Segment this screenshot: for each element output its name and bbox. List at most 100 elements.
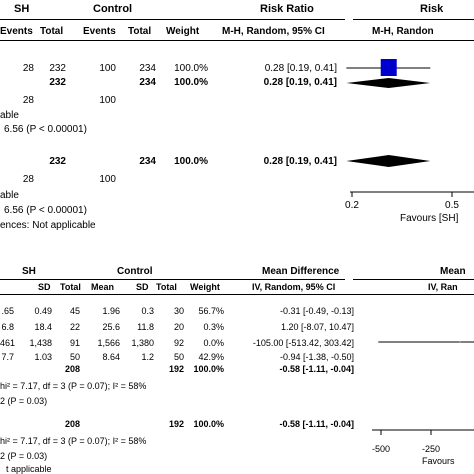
md-measure-title: Mean Difference xyxy=(262,266,340,277)
md-study-weight: 0.0% xyxy=(203,338,224,348)
md-study-sd-sh: 18.4 xyxy=(34,322,52,332)
md-study-sd-sh: 1.03 xyxy=(34,352,52,362)
md-column-divider xyxy=(0,294,474,295)
rr-total-events-sh: 28 xyxy=(22,174,34,185)
md-study-weight: 42.9% xyxy=(198,352,224,362)
md-study-sd-sh: 1,438 xyxy=(29,338,52,348)
md-study-mean-sh: 461 xyxy=(0,338,16,348)
rr-total-overall-effect: 6.56 (P < 0.00001) xyxy=(4,205,87,216)
rr-col-method: M-H, Random, 95% CI xyxy=(222,26,325,37)
md-total-ci: -0.58 [-1.11, -0.04] xyxy=(279,419,354,429)
rr-col-total-ctrl: Total xyxy=(128,26,152,37)
rr-favours-left: Favours [SH] xyxy=(400,213,459,224)
rr-group-control: Control xyxy=(93,3,133,15)
rr-header-divider xyxy=(0,19,345,20)
rr-axis-tick-label: 0.2 xyxy=(345,200,359,211)
md-study-square xyxy=(459,341,461,343)
md-subgroup-differences: t applicable xyxy=(6,464,52,474)
rr-col-events-sh: Events xyxy=(0,26,33,37)
md-total-total-sh: 208 xyxy=(64,419,80,429)
rr-study-square xyxy=(380,59,397,76)
rr-subtotal-ci: 0.28 [0.19, 0.41] xyxy=(263,77,337,88)
md-col-sd-sh: SD xyxy=(38,282,51,292)
rr-subtotal-diamond xyxy=(346,78,431,88)
rr-header-divider-right xyxy=(353,19,474,20)
rr-study-ci: 0.28 [0.19, 0.41] xyxy=(264,63,337,74)
md-axis-tick-label: -500 xyxy=(371,444,390,454)
rr-total-events-ctrl: 100 xyxy=(99,174,116,185)
rr-total-weight: 100.0% xyxy=(174,156,208,167)
md-study-sd-ctrl: 1.2 xyxy=(141,352,154,362)
rr-study-events-sh: 28 xyxy=(22,63,34,74)
md-col-method-right: IV, Ran xyxy=(428,282,458,292)
md-measure-title-right: Mean xyxy=(440,266,466,277)
rr-group-sh: SH xyxy=(14,3,30,15)
rr-col-events-ctrl: Events xyxy=(83,26,116,37)
rr-subtotal-total-sh: 232 xyxy=(49,77,66,88)
md-study-mean-sh: 7.7 xyxy=(1,352,14,362)
md-group-control: Control xyxy=(117,266,153,277)
md-axis-tick-label: -250 xyxy=(421,444,440,454)
md-study-weight: 0.3% xyxy=(203,322,224,332)
rr-overall-effect: 6.56 (P < 0.00001) xyxy=(4,124,87,135)
md-col-total-sh: Total xyxy=(60,282,81,292)
md-header-divider-right xyxy=(353,279,474,280)
md-study-sd-ctrl: 11.8 xyxy=(137,322,154,332)
md-study-mean-sh: .65 xyxy=(1,306,14,316)
md-overall-effect: 2 (P = 0.03) xyxy=(0,396,48,406)
rr-total-total-ctrl: 234 xyxy=(139,156,156,167)
md-subtotal-total-sh: 208 xyxy=(64,364,80,374)
md-study-total-ctrl: 20 xyxy=(173,322,184,332)
md-header-divider xyxy=(0,279,345,280)
md-subtotal-weight: 100.0% xyxy=(193,364,224,374)
md-col-total-ctrl: Total xyxy=(156,282,177,292)
md-study-total-ctrl: 50 xyxy=(173,352,184,362)
rr-subtotal-events-ctrl: 100 xyxy=(99,95,116,106)
md-col-method: IV, Random, 95% CI xyxy=(252,282,336,292)
md-total-total-ctrl: 192 xyxy=(168,419,184,429)
md-study-mean-ctrl: 8.64 xyxy=(102,352,120,362)
rr-study-total-ctrl: 234 xyxy=(139,63,156,74)
md-col-sd-ctrl: SD xyxy=(136,282,149,292)
md-total-weight: 100.0% xyxy=(193,419,224,429)
md-study-ci: -0.94 [-1.38, -0.50] xyxy=(279,352,354,362)
md-favours-left: Favours xyxy=(422,456,455,466)
md-col-weight: Weight xyxy=(190,282,220,292)
md-study-mean-ctrl: 1,566 xyxy=(97,338,120,348)
rr-total-diamond xyxy=(346,155,431,167)
md-study-sd-ctrl: 1,380 xyxy=(131,338,154,348)
md-study-weight: 56.7% xyxy=(198,306,224,316)
rr-subtotal-total-ctrl: 234 xyxy=(139,77,156,88)
md-study-total-ctrl: 30 xyxy=(173,306,184,316)
md-study-total-sh: 91 xyxy=(69,338,80,348)
rr-measure-title-right: Risk xyxy=(420,3,444,15)
rr-total-heterogeneity: able xyxy=(0,190,19,201)
md-study-ci: 1.20 [-8.07, 10.47] xyxy=(280,322,354,332)
rr-subgroup-differences: ences: Not applicable xyxy=(0,220,96,231)
rr-subtotal-events-sh: 28 xyxy=(22,95,34,106)
md-study-mean-sh: 6.8 xyxy=(1,322,14,332)
md-study-sd-ctrl: 0.3 xyxy=(141,306,154,316)
rr-measure-title: Risk Ratio xyxy=(260,3,314,15)
rr-col-weight: Weight xyxy=(166,26,200,37)
rr-col-total-sh: Total xyxy=(40,26,64,37)
md-study-mean-ctrl: 1.96 xyxy=(102,306,120,316)
rr-total-total-sh: 232 xyxy=(49,156,66,167)
md-study-ci: -0.31 [-0.49, -0.13] xyxy=(279,306,354,316)
md-total-heterogeneity: hi² = 7.17, df = 3 (P = 0.07); I² = 58% xyxy=(0,436,147,446)
md-study-total-sh: 45 xyxy=(69,306,80,316)
md-study-sd-sh: 0.49 xyxy=(34,306,52,316)
md-col-mean-ctrl: Mean xyxy=(91,282,115,292)
rr-axis-tick-label: 0.5 xyxy=(445,200,459,211)
md-total-overall-effect: 2 (P = 0.03) xyxy=(0,451,48,461)
rr-col-method-right: M-H, Randon xyxy=(372,26,434,37)
md-study-ci: -105.00 [-513.42, 303.42] xyxy=(252,338,354,348)
rr-column-divider xyxy=(0,40,474,41)
rr-subtotal-weight: 100.0% xyxy=(174,77,208,88)
md-study-total-sh: 50 xyxy=(69,352,80,362)
rr-heterogeneity: able xyxy=(0,110,19,121)
md-subtotal-ci: -0.58 [-1.11, -0.04] xyxy=(279,364,354,374)
md-study-total-ctrl: 92 xyxy=(173,338,184,348)
md-study-total-sh: 22 xyxy=(69,322,80,332)
